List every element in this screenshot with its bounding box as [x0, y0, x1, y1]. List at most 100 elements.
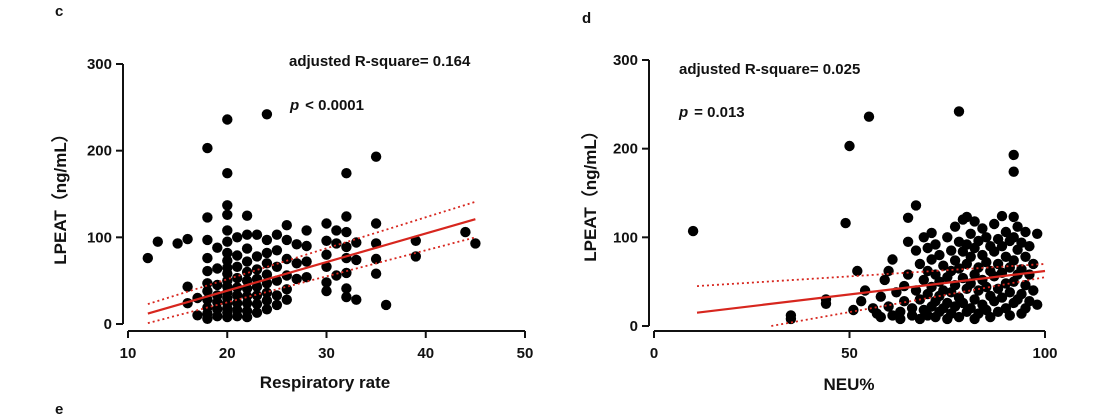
data-point	[222, 247, 233, 259]
data-point	[241, 311, 253, 323]
data-point	[930, 239, 941, 250]
data-point	[301, 240, 312, 252]
data-point	[1020, 226, 1031, 238]
data-point	[687, 225, 699, 237]
data-point	[142, 252, 153, 264]
data-point	[992, 283, 1004, 294]
data-point	[232, 261, 243, 272]
data-point	[222, 236, 233, 247]
data-point	[863, 111, 875, 122]
data-point	[202, 265, 213, 277]
x-axis-title: NEU%	[823, 375, 874, 394]
data-point	[1008, 232, 1019, 243]
data-point	[1008, 166, 1019, 177]
y-tick-label: 300	[613, 52, 638, 69]
data-point	[470, 238, 481, 249]
data-point	[370, 151, 382, 162]
data-point	[341, 241, 352, 253]
data-point	[910, 245, 922, 256]
data-point	[202, 252, 213, 264]
data-point	[926, 227, 937, 239]
scatter-chart-neu-percent: adjusted R-square= 0.025 p = 0.013 NEU% L…	[580, 52, 1058, 394]
x-axis-title: Respiratory rate	[260, 373, 390, 392]
data-point	[977, 223, 988, 234]
data-point	[852, 265, 863, 277]
y-tick-label: 100	[613, 229, 638, 246]
data-point	[965, 228, 976, 239]
data-point	[291, 273, 302, 285]
data-point	[202, 313, 213, 324]
data-point	[341, 211, 352, 222]
data-point	[281, 234, 292, 246]
y-tick-label: 0	[630, 318, 638, 335]
p-value-annotation: p = 0.013	[678, 104, 745, 121]
confidence-band-upper	[147, 200, 476, 305]
data-point	[949, 221, 961, 232]
data-point	[301, 225, 312, 236]
data-point	[341, 168, 352, 179]
data-point	[840, 217, 851, 229]
data-point	[232, 311, 243, 322]
data-point	[1008, 149, 1019, 161]
data-point	[902, 269, 914, 280]
p-value: = 0.013	[694, 104, 744, 121]
data-point	[902, 236, 914, 247]
data-point	[380, 299, 392, 311]
data-point	[222, 114, 233, 125]
data-point	[331, 270, 342, 281]
data-point	[985, 311, 996, 323]
r-square-annotation: adjusted R-square= 0.025	[679, 61, 860, 78]
data-point	[875, 311, 886, 323]
regression-line	[147, 218, 476, 315]
data-point	[331, 225, 342, 236]
data-point	[902, 212, 914, 223]
data-point	[251, 290, 263, 301]
y-axis-title: LPEAT（ng/mL）	[580, 122, 600, 261]
r-square-annotation: adjusted R-square= 0.164	[289, 53, 471, 70]
data-point	[942, 297, 953, 309]
data-point	[1016, 237, 1027, 248]
data-point	[953, 311, 965, 323]
data-point	[965, 303, 976, 314]
y-tick-label: 200	[613, 141, 638, 158]
data-point	[222, 209, 233, 220]
data-point	[1024, 296, 1035, 307]
data-point	[949, 301, 961, 312]
confidence-band-lower	[147, 236, 476, 325]
data-point	[887, 310, 898, 321]
data-point	[321, 285, 332, 297]
data-point	[281, 284, 292, 295]
data-point	[922, 310, 933, 321]
data-point	[222, 225, 233, 236]
data-point	[992, 306, 1004, 317]
data-point	[251, 307, 263, 318]
data-point	[212, 242, 223, 253]
data-point	[251, 298, 263, 310]
data-point	[202, 142, 213, 154]
data-point	[922, 242, 933, 254]
y-tick-label: 0	[104, 316, 112, 333]
data-point	[1024, 269, 1035, 280]
data-point	[949, 255, 961, 266]
data-point	[859, 285, 871, 296]
data-point	[938, 285, 949, 296]
data-point	[1004, 310, 1015, 321]
data-point	[321, 277, 332, 288]
data-point	[202, 212, 213, 223]
x-tick-label: 0	[650, 345, 658, 362]
y-tick-label: 300	[87, 56, 112, 73]
data-point	[241, 210, 253, 221]
data-point	[961, 239, 972, 250]
data-point	[251, 281, 263, 292]
data-point	[321, 235, 332, 246]
data-point	[989, 296, 1000, 307]
data-point	[1004, 287, 1015, 298]
data-point	[261, 234, 273, 246]
data-point	[241, 256, 253, 267]
data-point	[1012, 221, 1023, 232]
data-point	[946, 245, 957, 256]
data-point	[410, 251, 421, 262]
data-point	[879, 274, 890, 286]
data-point	[251, 264, 263, 275]
